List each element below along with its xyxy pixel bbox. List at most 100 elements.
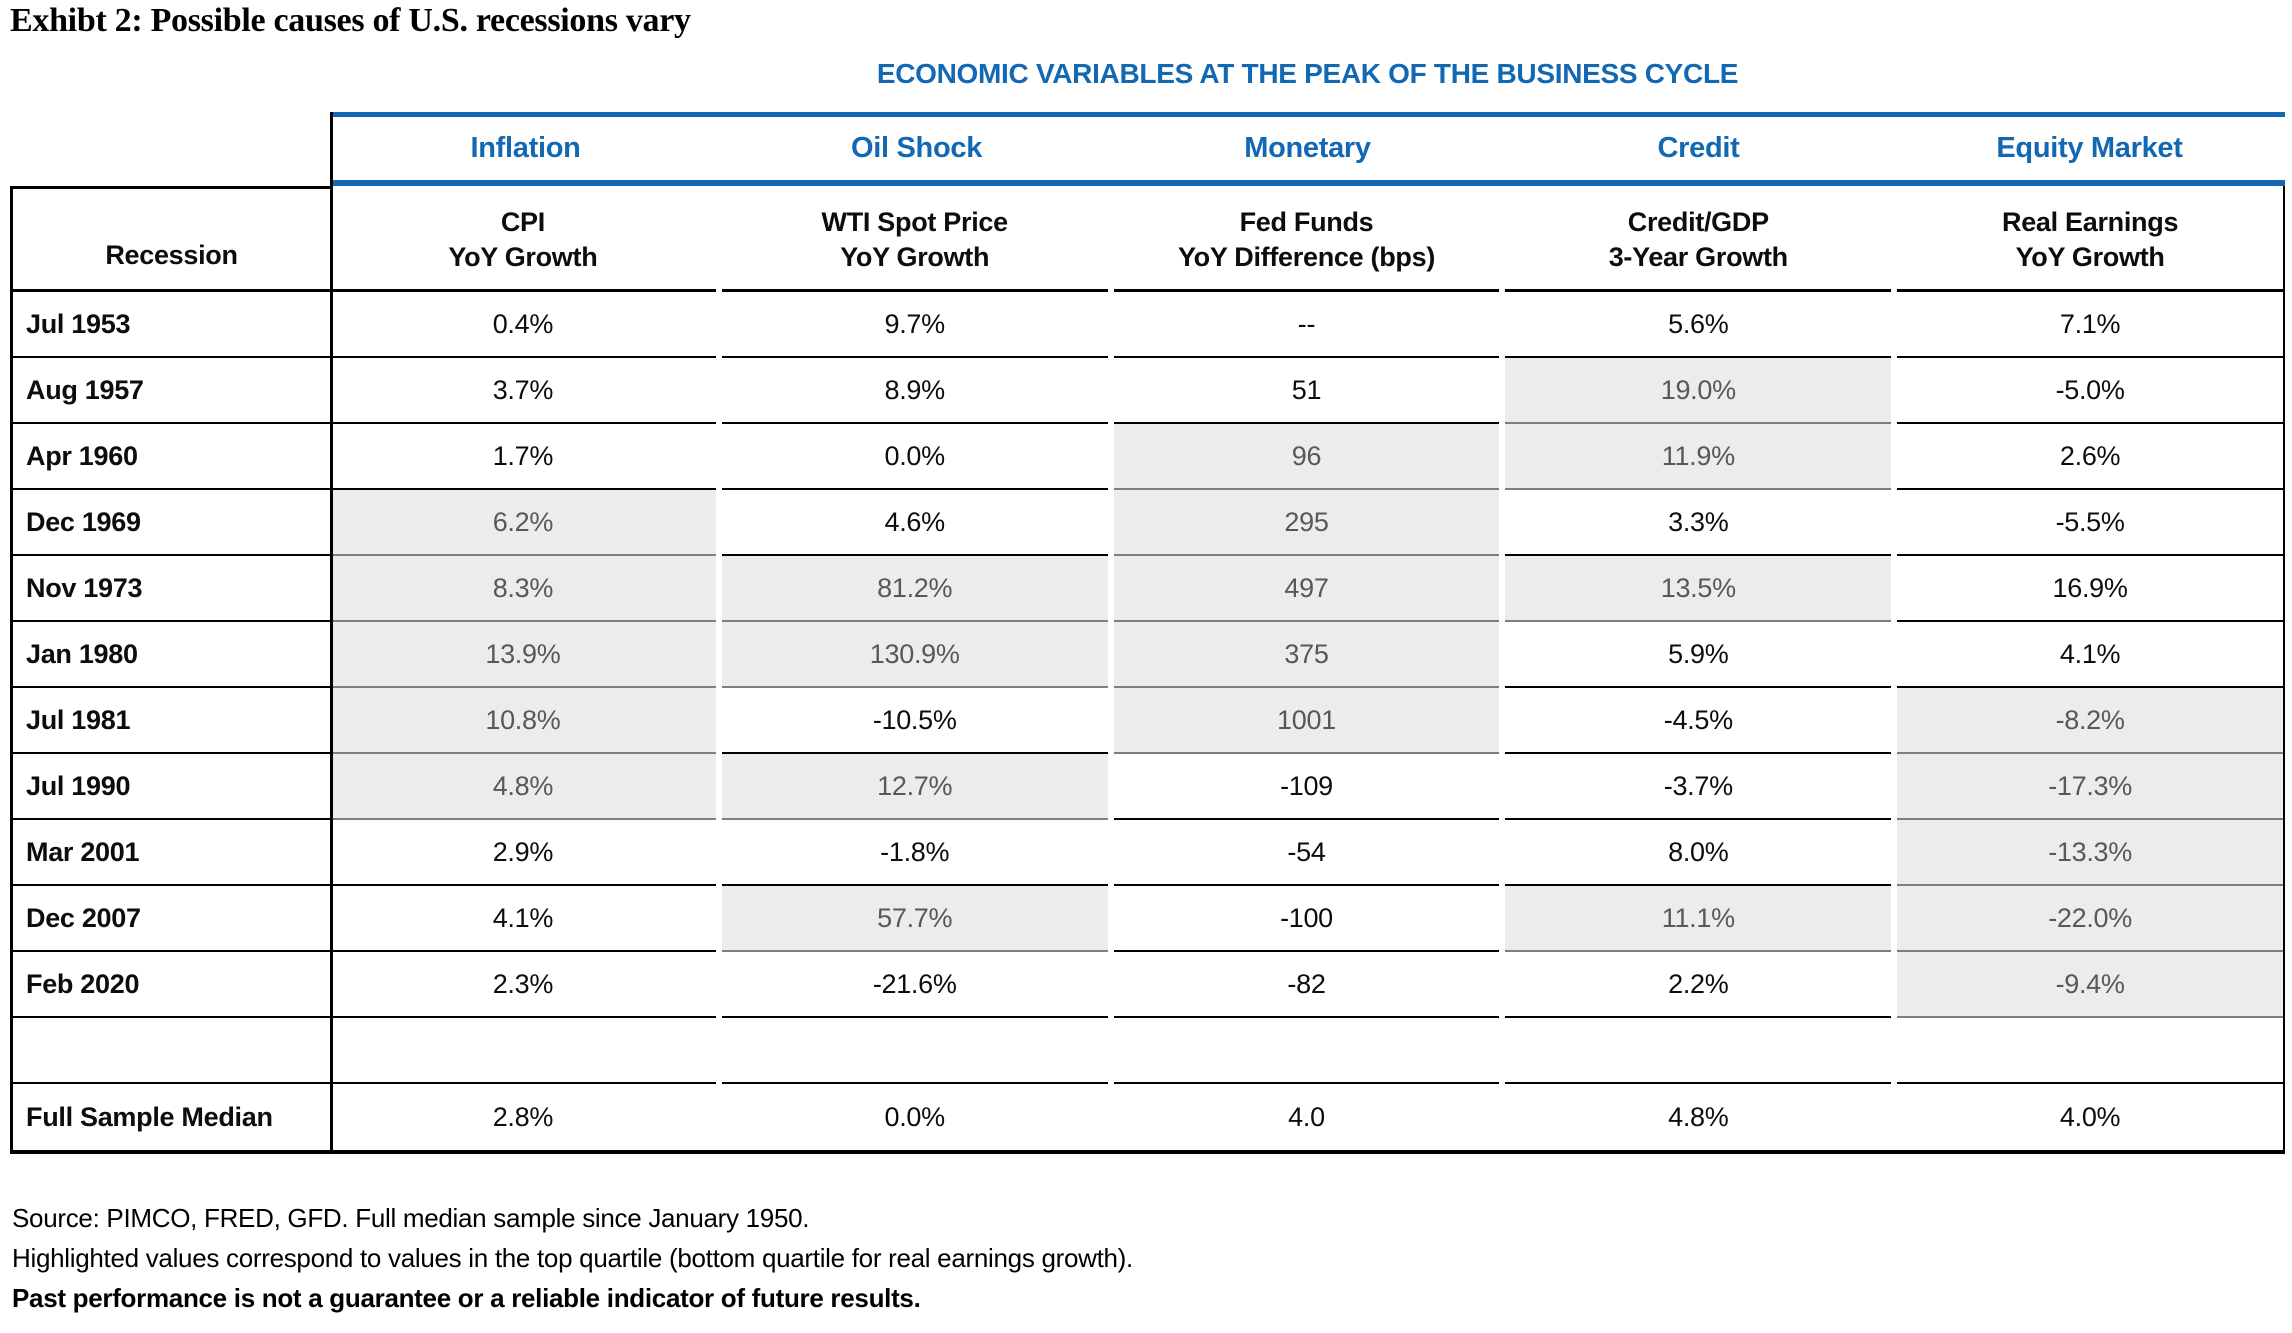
data-cell: -5.5% [1897, 490, 2283, 556]
row-label: Jul 1990 [13, 754, 330, 820]
data-cell: 4.0% [2059, 1101, 2121, 1132]
table-row: Apr 1960 1.7% 0.0% 96 11.9% 2.6% [13, 424, 2283, 490]
data-cell: -3.7% [1505, 754, 1892, 820]
data-cell [721, 1018, 1108, 1084]
column-header-line1: CPI [500, 206, 545, 237]
data-table: Recession CPI YoY Growth WTI Spot Price YoY… [10, 112, 2285, 1154]
table-super-title: ECONOMIC VARIABLES AT THE PEAK OF THE BU… [876, 58, 1739, 89]
data-cell: -5.0% [1897, 358, 2283, 424]
group-header-label: Oil Shock [850, 132, 983, 164]
column-header-row: Recession CPI YoY Growth WTI Spot Price YoY… [13, 186, 2283, 292]
column-header-line2: YoY Growth [840, 241, 990, 272]
data-cell: 130.9% [721, 622, 1108, 688]
data-cell: 19.0% [1505, 358, 1892, 424]
column-divider-line [330, 112, 333, 1150]
data-cell: -4.5% [1505, 688, 1892, 754]
table-row [13, 1018, 2283, 1084]
data-cell: 81.2% [721, 556, 1108, 622]
data-cell: 4.8% [1668, 1101, 1729, 1132]
footnote-line: Highlighted values correspond to values … [12, 1243, 1133, 1273]
table-row: Dec 1969 6.2% 4.6% 295 3.3% -5.5% [13, 490, 2283, 556]
data-cell: -22.0% [1897, 886, 2283, 952]
data-cell: 1.7% [330, 424, 716, 490]
data-cell: 0.0% [884, 1101, 946, 1132]
data-cell: 3.3% [1505, 490, 1892, 556]
data-cell: 2.6% [1897, 424, 2283, 490]
data-cell: -10.5% [721, 688, 1108, 754]
table-row: Jan 1980 13.9% 130.9% 375 5.9% 4.1% [13, 622, 2283, 688]
row-label: Jul 1981 [13, 688, 330, 754]
data-cell: 4.1% [1897, 622, 2283, 688]
data-cell: -9.4% [1897, 952, 2283, 1018]
column-header-line1: Fed Funds [1239, 206, 1374, 237]
data-cell: 8.0% [1505, 820, 1892, 886]
row-label: Dec 2007 [13, 886, 330, 952]
row-label: Mar 2001 [13, 820, 330, 886]
column-header: Credit/GDP 3-Year Growth [1505, 186, 1892, 292]
data-cell: 16.9% [1897, 556, 2283, 622]
group-header-row: Inflation Oil Shock Monetary Credit Equity M… [330, 112, 2285, 186]
table-row: Feb 2020 2.3% -21.6% -82 2.2% -9.4% [13, 952, 2283, 1018]
column-header-line1: WTI Spot Price [821, 206, 1009, 237]
data-cell: -100 [1113, 886, 1500, 952]
data-cell: 5.6% [1505, 292, 1892, 358]
row-label: Nov 1973 [13, 556, 330, 622]
data-cell: -13.3% [1897, 820, 2283, 886]
data-cell: 8.9% [721, 358, 1108, 424]
column-header: CPI YoY Growth [330, 186, 716, 292]
data-cell: -109 [1113, 754, 1500, 820]
group-header-label: Equity Market [1996, 132, 2183, 164]
column-header-line1: Real Earnings [2002, 206, 2179, 237]
data-cell: 51 [1113, 358, 1500, 424]
data-cell: 2.2% [1505, 952, 1892, 1018]
data-cell: -8.2% [1897, 688, 2283, 754]
table-row: Full Sample Median 2.8% 0.0% 4.0 4.8% 4.0% [13, 1084, 2283, 1150]
data-cell: 295 [1113, 490, 1500, 556]
row-label: Jul 1953 [13, 292, 330, 358]
data-cell: 6.2% [330, 490, 716, 556]
data-cell: 2.9% [330, 820, 716, 886]
row-label: Aug 1957 [13, 358, 330, 424]
data-cell: 2.8% [492, 1101, 554, 1132]
row-label: Full Sample Median [26, 1101, 273, 1132]
data-cell: 4.8% [330, 754, 716, 820]
data-cell: 0.4% [330, 292, 716, 358]
row-label: Apr 1960 [13, 424, 330, 490]
table-row: Jul 1990 4.8% 12.7% -109 -3.7% -17.3% [13, 754, 2283, 820]
table-row: Aug 1957 3.7% 8.9% 51 19.0% -5.0% [13, 358, 2283, 424]
data-cell: -21.6% [721, 952, 1108, 1018]
footnote-line: Source: PIMCO, FRED, GFD. Full median sa… [12, 1203, 810, 1233]
data-cell: 12.7% [721, 754, 1108, 820]
footnotes: Source: PIMCO, FRED, GFD. Full median sa… [12, 1198, 1133, 1318]
data-cell: 13.5% [1505, 556, 1892, 622]
column-header-line2: YoY Growth [448, 241, 598, 272]
data-cell: 11.1% [1505, 886, 1892, 952]
column-header-line2: 3-Year Growth [1608, 241, 1788, 272]
column-header-line2: YoY Difference (bps) [1177, 241, 1436, 272]
data-cell [1897, 1018, 2283, 1084]
data-cell: -- [1113, 292, 1500, 358]
group-header-label: Inflation [470, 132, 581, 164]
row-label: Feb 2020 [13, 952, 330, 1018]
data-cell: 2.3% [330, 952, 716, 1018]
data-cell: 5.9% [1505, 622, 1892, 688]
table-row: Nov 1973 8.3% 81.2% 497 13.5% 16.9% [13, 556, 2283, 622]
data-cell: 7.1% [1897, 292, 2283, 358]
data-cell: 96 [1113, 424, 1500, 490]
column-header: Fed Funds YoY Difference (bps) [1113, 186, 1500, 292]
column-header-line1: Credit/GDP [1627, 206, 1769, 237]
data-cell: 4.6% [721, 490, 1108, 556]
data-cell: 1001 [1113, 688, 1500, 754]
data-cell: 9.7% [721, 292, 1108, 358]
table-row: Mar 2001 2.9% -1.8% -54 8.0% -13.3% [13, 820, 2283, 886]
exhibit-title: Exhibt 2: Possible causes of U.S. recess… [10, 2, 691, 39]
data-cell: 4.1% [330, 886, 716, 952]
data-cell: 375 [1113, 622, 1500, 688]
group-header-label: Credit [1657, 132, 1740, 164]
data-cell: 497 [1113, 556, 1500, 622]
row-label: Dec 1969 [13, 490, 330, 556]
data-cell [330, 1018, 716, 1084]
table-row: Jul 1981 10.8% -10.5% 1001 -4.5% -8.2% [13, 688, 2283, 754]
footnote-line: Past performance is not a guarantee or a… [12, 1283, 921, 1313]
group-header-label: Monetary [1244, 132, 1371, 164]
